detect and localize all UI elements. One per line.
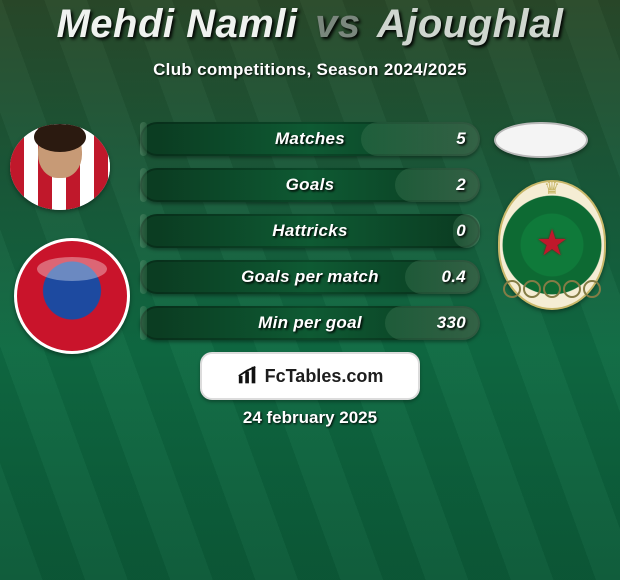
stat-row-mpg: Min per goal 330 xyxy=(140,306,480,340)
stat-label: Min per goal xyxy=(140,306,480,340)
bar-chart-icon xyxy=(237,365,259,387)
stat-label: Matches xyxy=(140,122,480,156)
stat-value-right: 330 xyxy=(437,306,466,340)
crown-icon: ♛ xyxy=(544,178,560,199)
stat-value-right: 0 xyxy=(456,214,466,248)
generated-date: 24 february 2025 xyxy=(0,408,620,428)
player1-club-crest xyxy=(14,238,130,354)
stat-label: Goals per match xyxy=(140,260,480,294)
stat-row-gpm: Goals per match 0.4 xyxy=(140,260,480,294)
banner-text: FcTables.com xyxy=(265,366,384,387)
stat-value-right: 5 xyxy=(456,122,466,156)
stats-block: Matches 5 Goals 2 Hattricks 0 Goals per … xyxy=(140,122,480,352)
stat-value-right: 0.4 xyxy=(441,260,466,294)
stat-value-right: 2 xyxy=(456,168,466,202)
stat-row-goals: Goals 2 xyxy=(140,168,480,202)
comparison-card: Mehdi Namli vs Ajoughlal Club competitio… xyxy=(0,0,620,580)
player1-avatar xyxy=(10,124,110,210)
stat-row-matches: Matches 5 xyxy=(140,122,480,156)
player2-name: Ajoughlal xyxy=(377,2,564,46)
stat-label: Hattricks xyxy=(140,214,480,248)
vs-label: vs xyxy=(315,2,361,46)
player2-avatar xyxy=(494,122,588,158)
stat-label: Goals xyxy=(140,168,480,202)
page-title: Mehdi Namli vs Ajoughlal xyxy=(0,2,620,47)
source-banner[interactable]: FcTables.com xyxy=(200,352,420,400)
olympic-rings-icon xyxy=(503,280,601,298)
player2-club-crest: ♛ ★ xyxy=(498,180,606,310)
player1-name: Mehdi Namli xyxy=(56,2,297,46)
star-icon: ★ xyxy=(536,222,568,264)
stat-row-hattricks: Hattricks 0 xyxy=(140,214,480,248)
subtitle: Club competitions, Season 2024/2025 xyxy=(0,60,620,80)
